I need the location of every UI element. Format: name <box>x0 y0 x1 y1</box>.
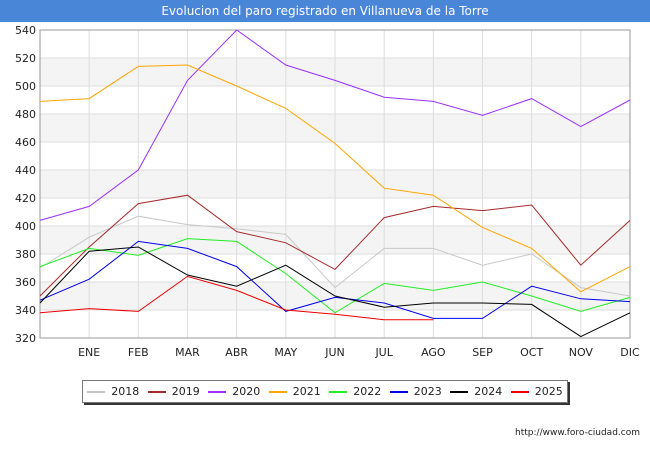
x-tick-label: MAR <box>175 346 200 359</box>
y-tick-label: 520 <box>15 52 36 65</box>
legend-item-2020: 2020 <box>208 385 260 398</box>
series-line-2020 <box>39 29 631 221</box>
source-footer[interactable]: http://www.foro-ciudad.com <box>515 428 640 438</box>
legend-item-2024: 2024 <box>450 385 502 398</box>
legend-swatch <box>510 390 529 393</box>
x-tick-label: FEB <box>128 346 149 359</box>
legend-label: 2018 <box>111 385 140 398</box>
y-tick-label: 400 <box>15 220 36 233</box>
series-line-2018 <box>39 215 631 297</box>
x-tick-label: OCT <box>520 346 543 359</box>
y-tick-label: 420 <box>15 192 36 205</box>
legend-swatch <box>147 390 166 393</box>
y-tick-label: 320 <box>15 332 36 345</box>
x-tick-label: JUN <box>324 346 345 359</box>
legend-item-2023: 2023 <box>389 385 442 398</box>
x-tick-label: NOV <box>569 346 594 359</box>
legend-item-2021: 2021 <box>268 385 321 398</box>
series-line-2021 <box>39 64 631 293</box>
y-tick-label: 340 <box>15 304 36 317</box>
x-tick-label: JUL <box>374 346 393 359</box>
legend-label: 2021 <box>292 385 321 398</box>
legend-label: 2022 <box>353 385 382 398</box>
x-tick-label: ENE <box>78 346 100 359</box>
legend-swatch <box>268 390 287 393</box>
x-tick-label: MAY <box>274 346 297 359</box>
legend-swatch <box>450 390 469 393</box>
legend-swatch <box>389 390 408 393</box>
y-tick-label: 360 <box>15 276 36 289</box>
y-tick-label: 380 <box>15 248 36 261</box>
legend-item-2019: 2019 <box>147 385 200 398</box>
legend-label: 2023 <box>413 385 442 398</box>
chart-title: Evolucion del paro registrado en Villanu… <box>0 0 650 22</box>
legend-label: 2019 <box>171 385 200 398</box>
y-tick-label: 460 <box>15 136 36 149</box>
legend-label: 2020 <box>232 385 261 398</box>
series-line-2025 <box>39 275 434 321</box>
series-line-2022 <box>39 238 631 314</box>
y-tick-label: 500 <box>15 80 36 93</box>
y-tick-label: 440 <box>15 164 36 177</box>
line-chart: 320 340 360 380 400 420 440 460 480 500 520 540 ENE F… <box>15 24 640 359</box>
plot-border <box>39 29 631 339</box>
legend-label: 2024 <box>474 385 503 398</box>
legend-item-2022: 2022 <box>329 385 381 398</box>
legend-swatch <box>87 390 106 393</box>
y-tick-label: 480 <box>15 108 36 121</box>
legend-item-2025: 2025 <box>510 385 563 398</box>
series-line-2019 <box>39 194 631 297</box>
chart-legend: 2018 2019 2020 2021 2022 2023 2024 2025 <box>82 380 568 403</box>
x-tick-label: AGO <box>421 346 446 359</box>
legend-label: 2025 <box>534 385 563 398</box>
x-tick-label: SEP <box>472 346 493 359</box>
legend-item-2018: 2018 <box>87 385 139 398</box>
x-tick-label: DIC <box>620 346 640 359</box>
y-tick-label: 540 <box>15 24 36 37</box>
legend-swatch <box>329 390 348 393</box>
series-line-2024 <box>39 246 631 338</box>
x-tick-label: ABR <box>225 346 248 359</box>
legend-swatch <box>208 390 227 393</box>
series-line-2023 <box>39 240 631 319</box>
